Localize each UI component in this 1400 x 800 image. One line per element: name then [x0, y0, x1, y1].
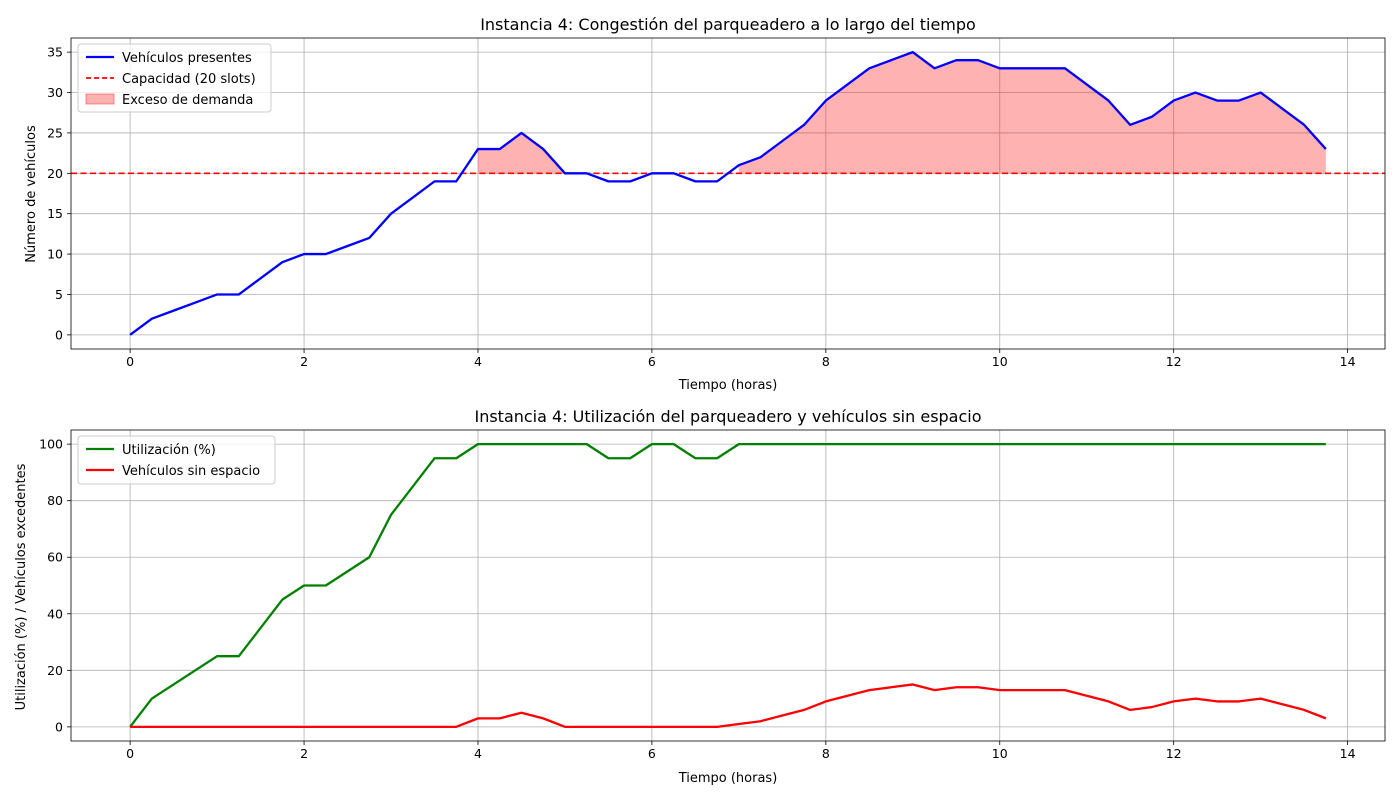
legend-label-sin-espacio: Vehículos sin espacio: [122, 464, 260, 479]
x-tick-label: 14: [1340, 746, 1356, 761]
legend-box: [77, 435, 276, 485]
x-tick-label: 4: [474, 354, 482, 369]
x-tick-label: 10: [992, 746, 1008, 761]
x-tick-label: 6: [648, 354, 656, 369]
x-tick-label: 6: [648, 746, 656, 761]
y-tick-label: 100: [39, 437, 63, 452]
y-tick-label: 20: [47, 166, 63, 181]
x-tick-label: 8: [822, 354, 830, 369]
chart-congestion-xlabel: Tiempo (horas): [678, 378, 778, 393]
x-tick-label: 0: [126, 354, 134, 369]
chart-congestion-title: Instancia 4: Congestión del parqueadero …: [480, 15, 976, 34]
excess-demand-area: [738, 52, 1326, 174]
legend-box: [77, 43, 272, 113]
legend-label-utilizacion: Utilización (%): [122, 443, 216, 458]
y-tick-label: 0: [55, 719, 63, 734]
x-tick-label: 8: [822, 746, 830, 761]
x-tick-label: 0: [126, 746, 134, 761]
y-tick-label: 20: [47, 663, 63, 678]
y-tick-label: 10: [47, 247, 63, 262]
chart-congestion-legend: Vehículos presentes Capacidad (20 slots)…: [77, 43, 272, 113]
x-tick-label: 2: [300, 354, 308, 369]
excess-demand-area: [477, 132, 565, 174]
y-tick-label: 5: [55, 287, 63, 302]
y-tick-label: 60: [47, 550, 63, 565]
chart-congestion-plot: 0 2 4 6 8 10 12 14 0 5 10 15 20 25 30 35: [47, 37, 1386, 369]
y-tick-label: 15: [47, 206, 63, 221]
y-tick-label: 35: [47, 45, 63, 60]
y-tick-label: 30: [47, 85, 63, 100]
x-tick-label: 12: [1166, 354, 1182, 369]
chart-utilization-legend: Utilización (%) Vehículos sin espacio: [77, 435, 276, 485]
series-line-0: [129, 442, 1326, 728]
y-tick-label: 40: [47, 606, 63, 621]
chart-utilization-title: Instancia 4: Utilización del parqueadero…: [474, 407, 981, 426]
plot-frame: [70, 37, 1386, 350]
chart-utilization-ylabel: Utilización (%) / Vehículos excedentes: [14, 463, 29, 710]
y-tick-label: 80: [47, 493, 63, 508]
series-line-0: [129, 50, 1327, 336]
chart-congestion: Instancia 4: Congestión del parqueadero …: [24, 15, 1386, 393]
x-tick-label: 2: [300, 746, 308, 761]
series-line-1: [130, 683, 1327, 729]
chart-utilization-xlabel: Tiempo (horas): [678, 771, 778, 786]
legend-label-capacidad: Capacidad (20 slots): [122, 72, 256, 87]
x-tick-label: 14: [1340, 354, 1356, 369]
x-tick-label: 12: [1166, 746, 1182, 761]
plot-frame: [70, 429, 1386, 742]
y-tick-label: 25: [47, 125, 63, 140]
x-tick-label: 10: [992, 354, 1008, 369]
chart-congestion-ylabel: Número de vehículos: [24, 125, 39, 263]
legend-label-exceso: Exceso de demanda: [122, 93, 253, 108]
legend-label-vehiculos-presentes: Vehículos presentes: [122, 51, 252, 66]
chart-utilization: Instancia 4: Utilización del parqueadero…: [14, 407, 1386, 786]
x-tick-label: 4: [474, 746, 482, 761]
y-tick-label: 0: [55, 327, 63, 342]
legend-swatch-exceso: [85, 93, 115, 105]
chart-utilization-plot: 0 2 4 6 8 10 12 14 0 20 40 60 80 100: [39, 429, 1386, 761]
